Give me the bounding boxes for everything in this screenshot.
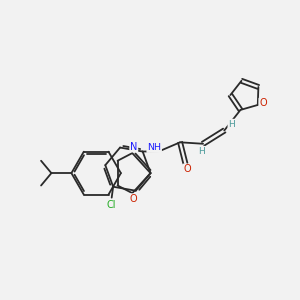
Text: H: H bbox=[198, 147, 205, 156]
Text: NH: NH bbox=[147, 143, 161, 152]
Text: Cl: Cl bbox=[107, 200, 116, 210]
Text: O: O bbox=[129, 194, 137, 204]
Text: O: O bbox=[259, 98, 267, 109]
Text: H: H bbox=[228, 119, 235, 128]
Text: N: N bbox=[130, 142, 137, 152]
Text: O: O bbox=[183, 164, 191, 174]
